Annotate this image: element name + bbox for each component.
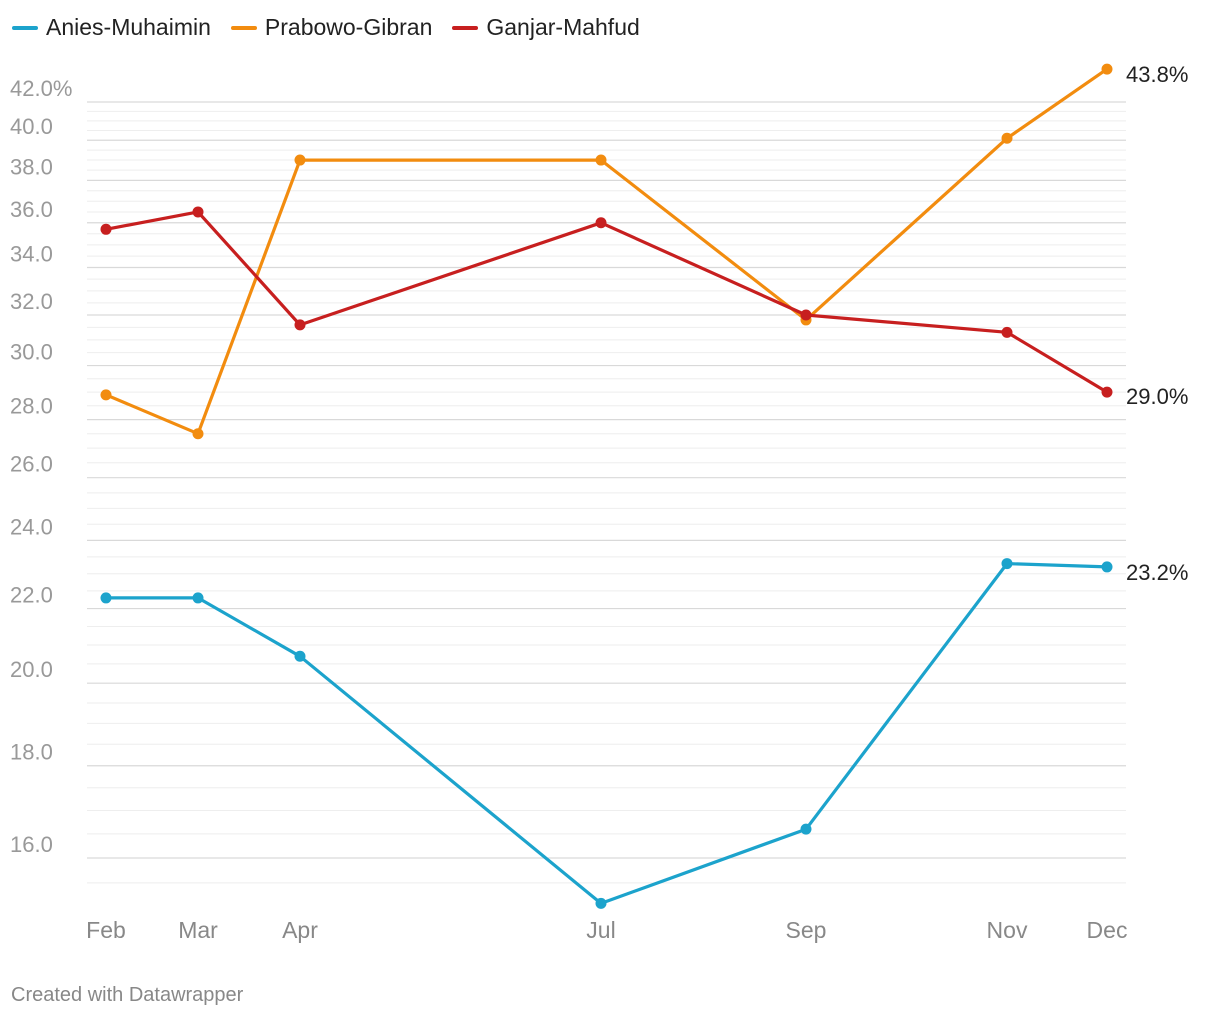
x-tick-label: Apr — [282, 917, 318, 943]
legend-label: Prabowo-Gibran — [264, 14, 433, 40]
x-tick-label: Feb — [86, 917, 126, 943]
y-tick-label: 24.0 — [10, 514, 53, 539]
data-point — [294, 154, 306, 166]
y-axis-ticks: 16.0 18.0 20.0 22.0 24.0 26.0 28.0 30.0 32.0 34.0… — [10, 76, 72, 857]
data-point — [192, 206, 204, 218]
series-lines — [104, 67, 1109, 906]
data-point — [192, 592, 204, 604]
data-point — [1101, 561, 1113, 573]
data-point — [100, 223, 112, 235]
legend-item: Ganjar-Mahfud — [452, 14, 640, 41]
legend-label: Anies-Muhaimin — [46, 14, 211, 40]
x-tick-label: Sep — [786, 917, 827, 943]
y-tick-label: 30.0 — [10, 340, 53, 365]
end-value-label: 29.0% — [1126, 384, 1188, 409]
y-tick-label: 40.0 — [10, 114, 53, 139]
data-point — [100, 389, 112, 401]
data-point — [1001, 132, 1013, 144]
y-tick-label: 34.0 — [10, 242, 53, 267]
x-axis-ticks: Feb Mar Apr Jul Sep Nov Dec — [86, 917, 1127, 943]
data-point — [595, 154, 607, 166]
legend-item: Anies-Muhaimin — [12, 14, 211, 41]
legend-item: Prabowo-Gibran — [230, 14, 433, 41]
x-tick-label: Nov — [987, 917, 1028, 943]
data-point — [192, 428, 204, 440]
data-point — [1001, 558, 1013, 570]
y-tick-label: 16.0 — [10, 832, 53, 857]
data-point — [1101, 63, 1113, 75]
data-point — [800, 309, 812, 321]
data-point — [595, 897, 607, 909]
legend-swatch — [230, 25, 257, 30]
legend-swatch — [12, 25, 38, 30]
x-tick-label: Mar — [178, 917, 218, 943]
y-tick-label: 22.0 — [10, 583, 53, 608]
end-labels: 23.2% 43.8% 29.0% — [1126, 62, 1188, 585]
series-line-anies-muhaimin — [104, 561, 1109, 906]
x-tick-label: Jul — [586, 917, 615, 943]
data-point — [800, 823, 812, 835]
y-tick-label: 38.0 — [10, 154, 53, 179]
y-tick-label: 20.0 — [10, 657, 53, 682]
x-tick-label: Dec — [1087, 917, 1128, 943]
y-tick-label: 26.0 — [10, 452, 53, 477]
end-value-label: 23.2% — [1126, 560, 1188, 585]
data-point — [1001, 326, 1013, 338]
credit-text: Created with Datawrapper — [11, 984, 244, 1006]
data-point — [595, 217, 607, 229]
end-value-label: 43.8% — [1126, 62, 1188, 87]
y-tick-label: 42.0% — [10, 76, 72, 101]
y-tick-label: 36.0 — [10, 197, 53, 222]
y-tick-label: 28.0 — [10, 394, 53, 419]
y-tick-label: 32.0 — [10, 289, 53, 314]
data-point — [1101, 386, 1113, 398]
data-point — [100, 592, 112, 604]
y-tick-label: 18.0 — [10, 740, 53, 765]
chart-legend: Anies-Muhaimin Prabowo-Gibran Ganjar-Mahfu… — [12, 14, 640, 41]
series-points — [100, 63, 1113, 909]
legend-swatch — [452, 25, 479, 30]
data-point — [294, 650, 306, 662]
minor-gridlines — [87, 110, 1126, 884]
data-point — [294, 319, 306, 331]
legend-label: Ganjar-Mahfud — [486, 14, 640, 40]
